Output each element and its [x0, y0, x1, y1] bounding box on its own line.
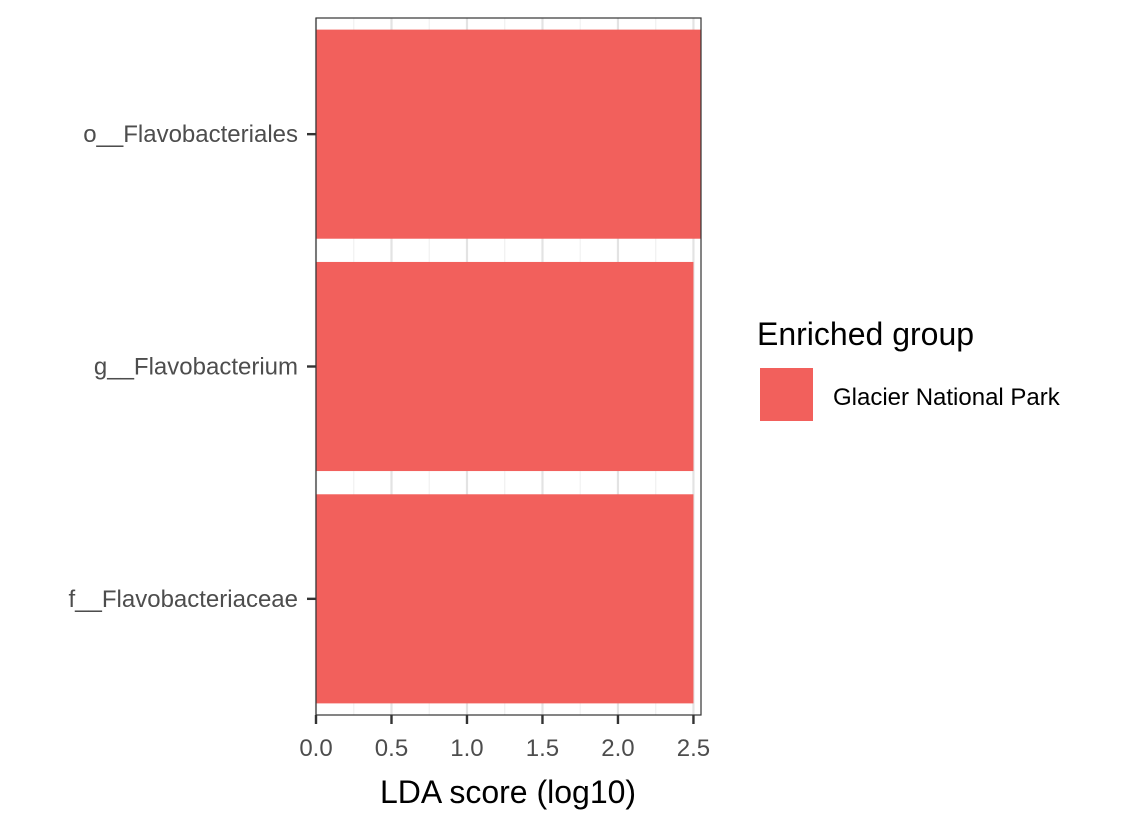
bar — [316, 29, 701, 239]
y-axis: o__Flavobacteriales g__Flavobacterium f__F… — [69, 121, 316, 613]
legend-swatch — [760, 368, 813, 421]
x-tick-label: 2.0 — [601, 735, 634, 762]
bar — [316, 494, 694, 704]
x-tick-label: 1.0 — [450, 735, 483, 762]
y-tick-label: o__Flavobacteriales — [83, 121, 298, 148]
y-tick-label: f__Flavobacteriaceae — [69, 586, 298, 613]
bar — [316, 261, 694, 472]
bars-layer — [316, 29, 701, 704]
x-tick-label: 0.5 — [375, 735, 408, 762]
legend: Enriched group Glacier National Park — [757, 316, 1061, 421]
x-tick-label: 0.0 — [299, 735, 332, 762]
x-tick-label: 1.5 — [526, 735, 559, 762]
x-axis: 0.0 0.5 1.0 1.5 2.0 2.5 — [299, 715, 710, 762]
x-tick-label: 2.5 — [677, 735, 710, 762]
legend-title: Enriched group — [757, 316, 974, 352]
x-axis-title: LDA score (log10) — [380, 774, 636, 810]
y-tick-label: g__Flavobacterium — [94, 354, 298, 381]
legend-label: Glacier National Park — [833, 384, 1061, 411]
